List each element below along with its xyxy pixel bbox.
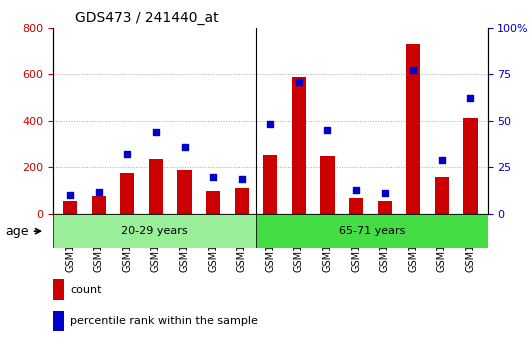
Point [152, 129, 160, 135]
Bar [406, 44, 420, 214]
Bar [92, 196, 106, 214]
Bar [53, 310, 64, 331]
Text: age: age [5, 225, 40, 238]
Bar [53, 279, 64, 300]
Point [180, 144, 189, 150]
Point [409, 68, 418, 73]
Point [266, 122, 275, 127]
Bar [292, 77, 306, 214]
Point [381, 191, 389, 196]
Bar [435, 177, 449, 214]
Bar [178, 170, 192, 214]
Point [123, 151, 131, 157]
Text: 20-29 years: 20-29 years [121, 226, 188, 236]
Point [94, 189, 103, 194]
Text: percentile rank within the sample: percentile rank within the sample [70, 316, 258, 326]
Bar [63, 201, 77, 214]
Point [237, 176, 246, 181]
Point [323, 127, 332, 133]
Bar [320, 156, 334, 214]
Point [466, 96, 475, 101]
Bar [377, 201, 392, 214]
Point [295, 79, 303, 85]
Bar [263, 155, 277, 214]
Bar [206, 190, 220, 214]
Point [66, 193, 74, 198]
Point [209, 174, 217, 179]
Bar [149, 159, 163, 214]
Text: GDS473 / 241440_at: GDS473 / 241440_at [75, 11, 218, 25]
Point [352, 187, 360, 193]
Text: 65-71 years: 65-71 years [339, 226, 405, 236]
Bar [120, 173, 135, 214]
FancyBboxPatch shape [256, 214, 488, 248]
FancyBboxPatch shape [53, 214, 256, 248]
Bar [349, 198, 363, 214]
Bar [463, 118, 478, 214]
Bar [235, 188, 249, 214]
Point [438, 157, 446, 162]
Text: count: count [70, 285, 102, 295]
